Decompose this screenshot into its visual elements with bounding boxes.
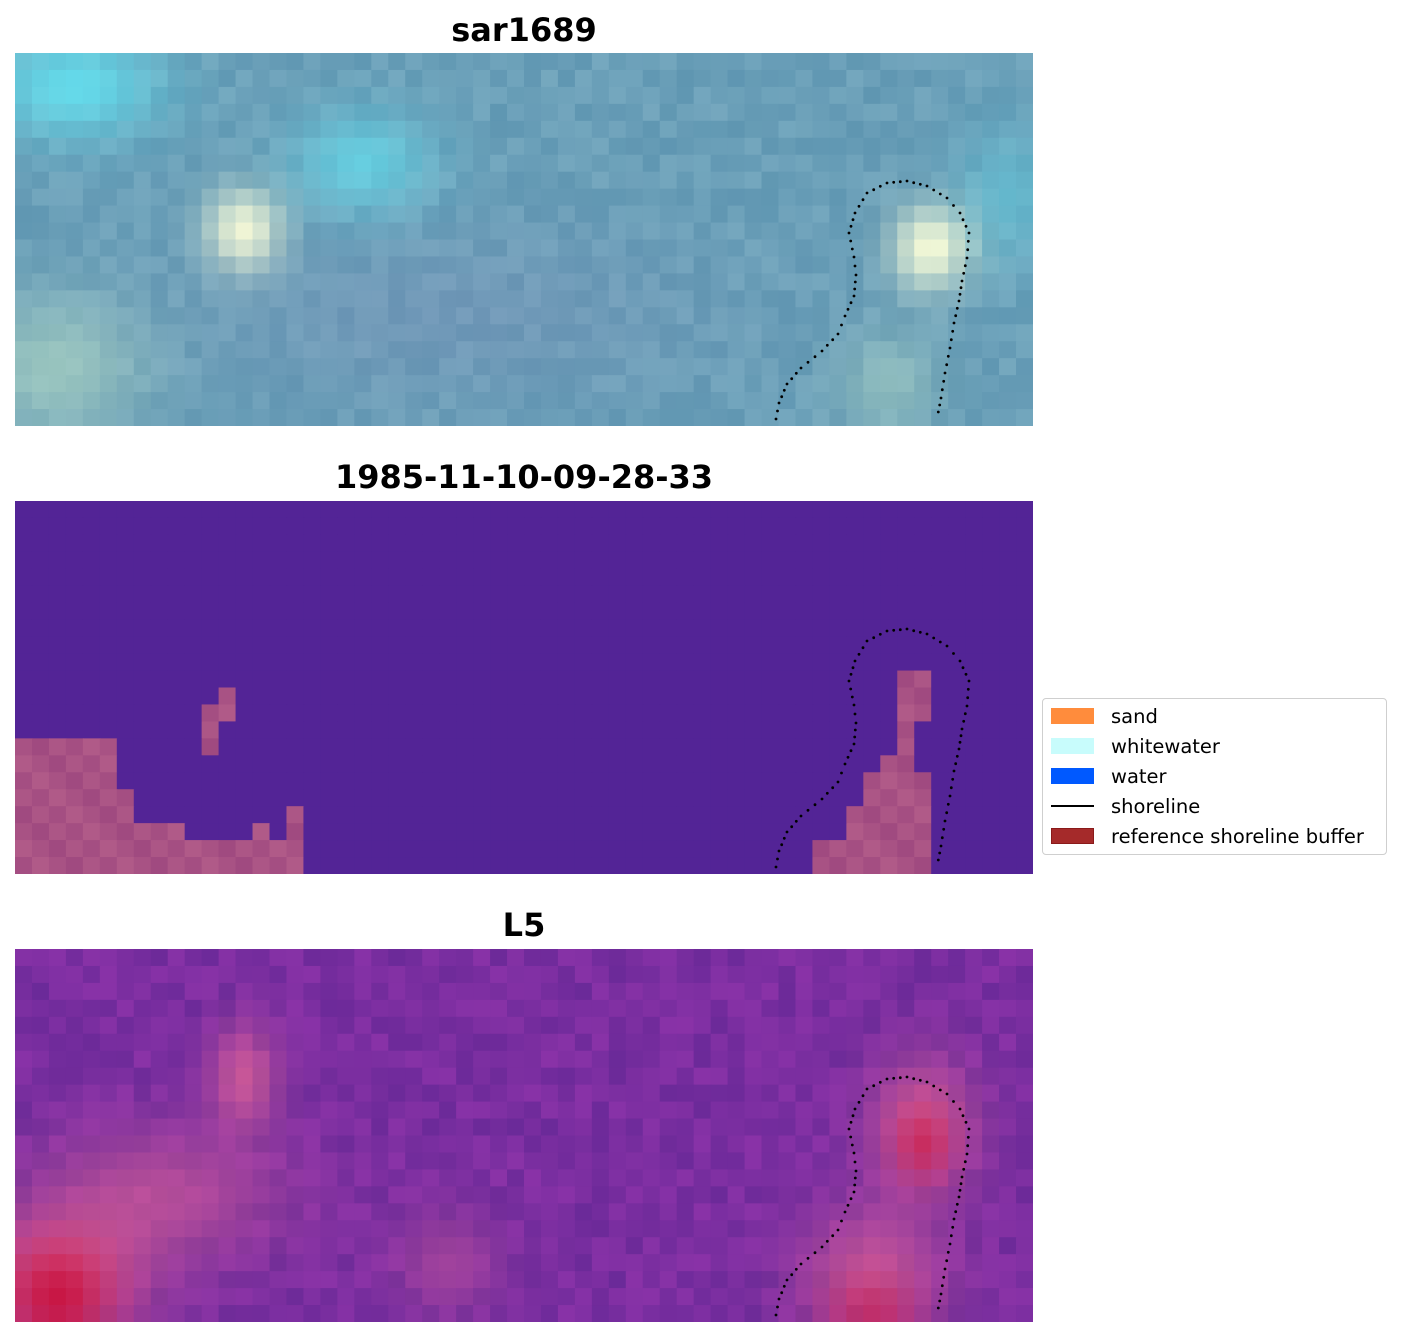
shoreline-dots — [774, 1075, 971, 1317]
legend-item-whitewater: whitewater — [1051, 734, 1220, 758]
water-swatch — [1051, 768, 1094, 784]
rgb-pixels — [15, 53, 1033, 426]
whitewater-swatch — [1051, 738, 1094, 754]
legend-label-reference-buffer: reference shoreline buffer — [1111, 824, 1364, 848]
legend: sand whitewater water shoreline referenc… — [1042, 698, 1387, 855]
shoreline-dots — [774, 627, 971, 869]
rgb-image-panel — [15, 53, 1033, 426]
reference-buffer-swatch — [1051, 828, 1094, 844]
legend-label-shoreline: shoreline — [1111, 794, 1201, 818]
index-image-panel — [15, 949, 1033, 1322]
shoreline-line-swatch — [1051, 805, 1094, 807]
legend-item-sand: sand — [1051, 704, 1158, 728]
legend-item-water: water — [1051, 764, 1167, 788]
shoreline-dots — [774, 179, 971, 421]
panel-title-rgb: sar1689 — [451, 11, 597, 49]
sand-swatch — [1051, 708, 1094, 724]
legend-label-whitewater: whitewater — [1111, 734, 1220, 758]
legend-label-water: water — [1111, 764, 1167, 788]
panel-title-index: L5 — [502, 906, 546, 944]
panel-title-classification: 1985-11-10-09-28-33 — [334, 458, 714, 496]
classification-image-panel — [15, 501, 1033, 874]
index-pixels — [15, 949, 1033, 1322]
legend-label-sand: sand — [1111, 704, 1158, 728]
legend-item-shoreline: shoreline — [1051, 794, 1200, 818]
classification-pixels — [15, 501, 1033, 874]
legend-item-reference-buffer: reference shoreline buffer — [1051, 824, 1364, 848]
